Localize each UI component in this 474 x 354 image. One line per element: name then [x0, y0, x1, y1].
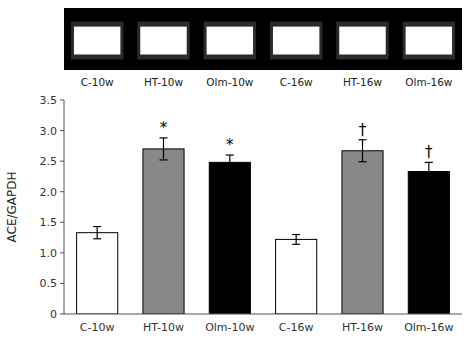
gel-label: C-10w: [81, 76, 114, 88]
annotation: *: [160, 119, 168, 137]
annotation: †: [425, 143, 433, 161]
error-line: [163, 138, 164, 160]
y-tick-label: 1.0: [40, 247, 58, 260]
bars: [77, 138, 450, 314]
x-tick-label: C-16w: [279, 321, 314, 334]
error-cap: [425, 180, 433, 181]
error-cap: [160, 159, 168, 160]
gel-band: [273, 27, 319, 55]
y-axis-label: ACE/GAPDH: [5, 171, 19, 242]
y-tick: [60, 283, 64, 284]
y-tick-label: 1.5: [40, 216, 58, 229]
error-line: [428, 162, 429, 180]
error-cap: [93, 238, 101, 239]
x-tick-label: HT-16w: [342, 321, 383, 334]
error-cap: [425, 162, 433, 163]
x-tick-label: C-10w: [80, 321, 115, 334]
error-cap: [160, 137, 168, 138]
error-line: [296, 235, 297, 245]
y-tick-label: 3.5: [40, 94, 58, 107]
y-axis: [64, 100, 65, 314]
y-tick: [60, 161, 64, 162]
chart: C-10w HT-10w Olm-10w C-16w HT-16w Olm-16w 0 0.5…: [0, 0, 474, 354]
gel-band: [140, 27, 186, 55]
gel-band-glow: [270, 22, 322, 60]
error-cap: [359, 161, 367, 162]
gel-band-glow: [137, 22, 189, 60]
y-tick-label: 0: [50, 308, 57, 321]
error-cap: [93, 226, 101, 227]
error-cap: [359, 139, 367, 140]
bar: [143, 149, 184, 314]
annotation: †: [359, 121, 367, 139]
y-tick: [60, 191, 64, 192]
y-tick: [60, 252, 64, 253]
error-cap: [226, 169, 234, 170]
bar: [342, 151, 383, 314]
bar: [408, 172, 449, 314]
error-bar: [359, 140, 367, 162]
gel-label: HT-10w: [144, 76, 183, 88]
gel-band: [74, 27, 120, 55]
y-tick-label: 2.5: [40, 155, 58, 168]
error-line: [362, 140, 363, 162]
gel-band: [339, 27, 385, 55]
error-cap: [292, 234, 300, 235]
y-tick: [60, 130, 64, 131]
bar: [77, 233, 118, 314]
x-tick-label: HT-10w: [143, 321, 184, 334]
gel-band-glow: [336, 22, 388, 60]
gel-band: [207, 27, 253, 55]
error-bar: [93, 227, 101, 239]
error-cap: [226, 154, 234, 155]
y-tick: [60, 222, 64, 223]
gel-label: Olm-16w: [405, 76, 453, 88]
gel-image: [64, 8, 462, 70]
gel-label: Olm-10w: [206, 76, 254, 88]
error-bar: [425, 162, 433, 180]
bar: [209, 162, 250, 314]
error-bar: [226, 155, 234, 170]
y-tick-label: 0.5: [40, 277, 58, 290]
gel-band: [406, 27, 452, 55]
y-tick: [60, 314, 64, 315]
y-tick-label: 2.0: [40, 186, 58, 199]
error-bar: [292, 235, 300, 245]
bar: [276, 239, 317, 314]
error-cap: [292, 244, 300, 245]
x-tick-label: Olm-10w: [205, 321, 254, 334]
y-tick-label: 3.0: [40, 125, 58, 138]
gel-label: HT-16w: [343, 76, 382, 88]
x-axis: [64, 314, 462, 315]
x-tick-label: Olm-16w: [404, 321, 453, 334]
error-line: [229, 155, 230, 170]
gel-band-glow: [71, 22, 123, 60]
gel-label: C-16w: [280, 76, 313, 88]
error-bar: [160, 138, 168, 160]
gel-band-glow: [403, 22, 455, 60]
gel-band-glow: [204, 22, 256, 60]
y-tick: [60, 100, 64, 101]
error-line: [97, 227, 98, 239]
annotation: *: [226, 136, 234, 154]
